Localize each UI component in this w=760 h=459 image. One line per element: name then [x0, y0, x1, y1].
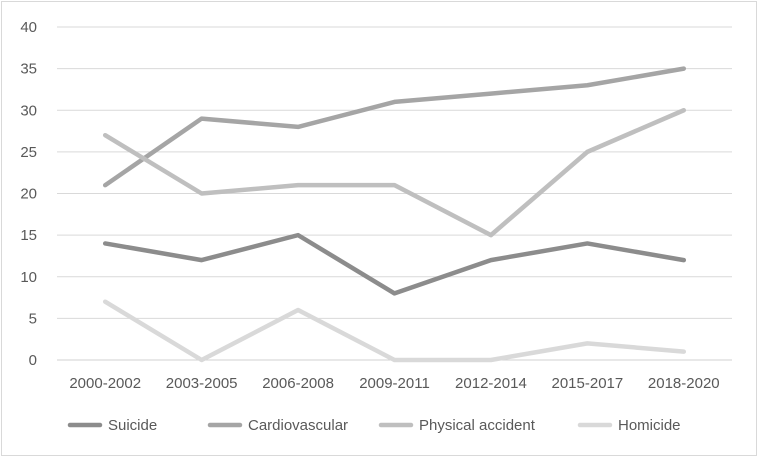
y-tick-label-5: 5 [29, 310, 37, 327]
y-tick-label-40: 40 [20, 19, 37, 36]
x-tick-label-4: 2012-2014 [455, 375, 527, 392]
y-tick-label-35: 35 [20, 61, 37, 78]
x-tick-label-5: 2015-2017 [551, 375, 623, 392]
series-line-suicide [102, 232, 687, 296]
x-tick-label-2: 2006-2008 [262, 375, 334, 392]
y-tick-label-20: 20 [20, 186, 37, 203]
x-tick-label-6: 2018-2020 [648, 375, 720, 392]
y-tick-label-0: 0 [29, 352, 37, 369]
series-line-physical-accident [102, 108, 687, 238]
x-tick-label-1: 2003-2005 [166, 375, 238, 392]
series-line-cardiovascular [102, 66, 687, 188]
y-tick-label-25: 25 [20, 144, 37, 161]
legend-label-0: Suicide [108, 417, 157, 434]
y-tick-label-10: 10 [20, 269, 37, 286]
legend-label-3: Homicide [618, 417, 681, 434]
legend-label-2: Physical accident [419, 417, 536, 434]
y-tick-label-30: 30 [20, 102, 37, 119]
series-line-homicide [102, 299, 687, 363]
x-tick-label-0: 2000-2002 [69, 375, 141, 392]
legend-label-1: Cardiovascular [248, 417, 348, 434]
x-tick-label-3: 2009-2011 [359, 375, 430, 392]
y-tick-label-15: 15 [20, 227, 37, 244]
